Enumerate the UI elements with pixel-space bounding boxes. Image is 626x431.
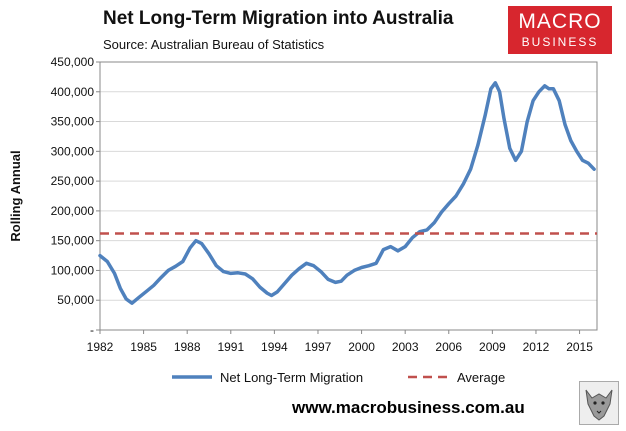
macrobusiness-logo[interactable]: MACRO BUSINESS (508, 6, 612, 54)
y-tick-label: 200,000 (51, 204, 95, 218)
chart-subtitle: Source: Australian Bureau of Statistics (103, 37, 325, 52)
migration-line (98, 81, 596, 305)
x-tick-label: 2012 (523, 340, 550, 354)
y-tick-label: 100,000 (51, 263, 95, 277)
legend: Net Long-Term Migration Average (172, 370, 505, 385)
y-tick-label: - (90, 323, 94, 337)
plot-frame (99, 61, 598, 331)
y-axis: - 50,000 100,000 150,000 200,000 250,000 300,0… (51, 55, 100, 337)
legend-label: Net Long-Term Migration (220, 370, 363, 385)
y-axis-label: Rolling Annual (8, 150, 23, 241)
x-tick-label: 2003 (392, 340, 419, 354)
legend-label: Average (457, 370, 505, 385)
y-tick-label: 300,000 (51, 144, 95, 158)
y-tick-label: 150,000 (51, 234, 95, 248)
x-tick-label: 1991 (217, 340, 244, 354)
x-tick-label: 1997 (305, 340, 332, 354)
x-tick-label: 1982 (87, 340, 114, 354)
logo-line-2: BUSINESS (521, 35, 599, 49)
x-tick-label: 2006 (435, 340, 462, 354)
x-tick-label: 2009 (479, 340, 506, 354)
y-tick-label: 50,000 (57, 293, 94, 307)
footer-url[interactable]: www.macrobusiness.com.au (292, 398, 525, 417)
y-tick-label: 450,000 (51, 55, 95, 69)
wolf-badge (579, 381, 619, 425)
y-tick-label: 350,000 (51, 115, 95, 129)
chart-title: Net Long-Term Migration into Australia (103, 8, 454, 29)
x-tick-label: 1985 (130, 340, 157, 354)
x-tick-label: 1988 (174, 340, 201, 354)
x-tick-label: 1994 (261, 340, 288, 354)
y-tick-label: 400,000 (51, 85, 95, 99)
x-tick-label: 2000 (348, 340, 375, 354)
y-tick-label: 250,000 (51, 174, 95, 188)
series-group (98, 81, 597, 305)
x-axis: 1982 1985 1988 1991 1994 1997 2000 2003 2006 2009… (87, 330, 593, 354)
gridlines (100, 61, 597, 301)
logo-line-1: MACRO (518, 10, 602, 33)
wolf-icon (585, 389, 613, 421)
x-tick-label: 2015 (566, 340, 593, 354)
chart-area: - 50,000 100,000 150,000 200,000 250,000 300,0… (8, 55, 598, 385)
